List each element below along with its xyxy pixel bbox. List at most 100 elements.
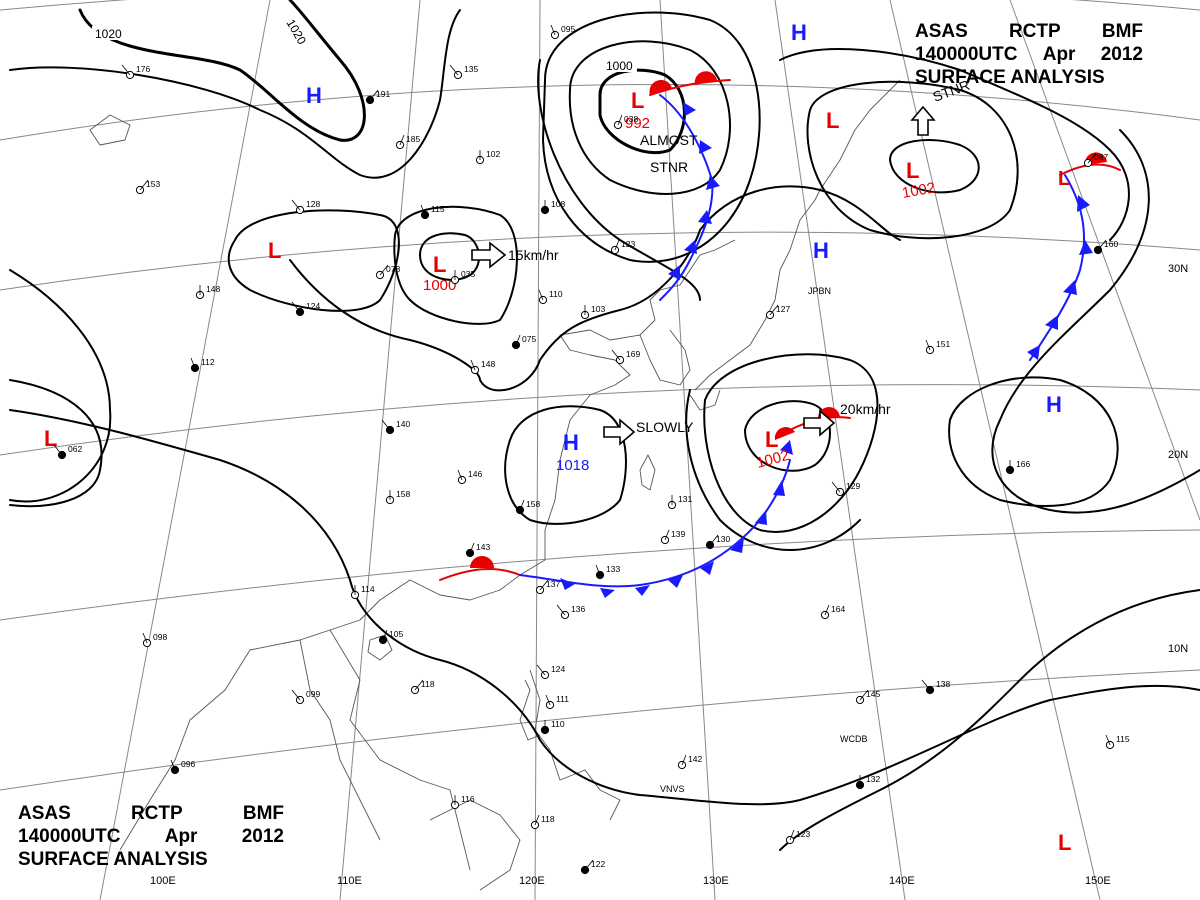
station-pressure: 128 xyxy=(306,199,320,209)
low-pressure-value: 1000 xyxy=(423,277,456,294)
speed-label: SLOWLY xyxy=(636,419,694,435)
station-pressure: 118 xyxy=(541,814,555,824)
station-pressure: 140 xyxy=(396,419,410,429)
station-pressure: 185 xyxy=(406,134,420,144)
isobar-low-1002-ne-2 xyxy=(806,80,1019,240)
motion-arrow xyxy=(910,105,936,136)
wind-barb xyxy=(617,114,623,126)
wind-barb xyxy=(369,89,379,101)
station-pressure: 148 xyxy=(206,284,220,294)
station-pressure: 139 xyxy=(671,529,685,539)
latitude-line xyxy=(0,669,1200,791)
header-month: Apr xyxy=(164,826,198,847)
wind-barb xyxy=(139,179,149,191)
high-center: H xyxy=(791,20,807,45)
wind-barb xyxy=(53,444,63,456)
cold-front-barb xyxy=(1077,195,1090,212)
isobar-label: 1020 xyxy=(95,27,122,41)
wind-barb xyxy=(534,814,540,826)
latitude-label: 20N xyxy=(1168,449,1188,461)
wind-barb xyxy=(538,289,544,301)
station-pressure: 176 xyxy=(136,64,150,74)
wind-barb xyxy=(859,689,869,701)
station-pressure: 132 xyxy=(866,774,880,784)
low-center: L xyxy=(1058,168,1070,190)
wind-barb xyxy=(382,629,388,641)
tibet-lake xyxy=(89,114,131,146)
station-pressure: 158 xyxy=(526,499,540,509)
station-pressure: 095 xyxy=(561,24,575,34)
wind-barb xyxy=(1087,152,1097,164)
station-pressure: 103 xyxy=(591,304,605,314)
cold-front-barb xyxy=(668,575,683,588)
isobar-labels: 1020 1020 1000 xyxy=(92,12,637,73)
station-pressure: 123 xyxy=(796,829,810,839)
header-year: 2012 xyxy=(1100,44,1143,65)
isobars xyxy=(9,0,1200,851)
low-center: L xyxy=(44,426,57,451)
header-time: 140000UTC xyxy=(915,44,1018,65)
isobar-japan-low-outer xyxy=(703,353,879,533)
wind-barb xyxy=(1097,239,1107,251)
isobar-ne-outer xyxy=(779,48,1130,241)
speed-label: 15km/hr xyxy=(508,247,559,263)
isobar-east-band xyxy=(991,129,1200,514)
longitude-line xyxy=(1009,0,1200,521)
low-center: L xyxy=(1058,830,1071,855)
header-title: SURFACE ANALYSIS xyxy=(915,67,1105,88)
wind-barb xyxy=(170,759,176,771)
longitude-label: 150E xyxy=(1085,875,1111,887)
wind-barb xyxy=(664,529,670,541)
station-pressure: 075 xyxy=(522,334,536,344)
isobar-central-band xyxy=(9,409,1200,806)
longitude-line xyxy=(534,0,541,900)
station-pressure: 111 xyxy=(556,694,569,704)
station-pressure: 137 xyxy=(546,579,560,589)
isobar-high-1018 xyxy=(504,405,627,525)
low-pressure-value: 1002 xyxy=(755,447,792,472)
cold-front-barb xyxy=(1045,315,1058,330)
japan-coastline xyxy=(694,189,821,391)
grid-labels: 100E 110E 120E 130E 140E 150E 30N 20N 10… xyxy=(150,263,1188,887)
high-center: H xyxy=(563,430,579,455)
station-pressure: 124 xyxy=(551,664,565,674)
motion-arrow xyxy=(603,418,636,446)
isobar-1020-nw xyxy=(78,0,366,142)
header-code: ASAS xyxy=(18,803,71,824)
cold-front-barb xyxy=(755,510,767,525)
header-year: 2012 xyxy=(241,826,284,847)
latitude-label: 10N xyxy=(1168,643,1188,655)
wind-barb xyxy=(420,204,426,216)
warm-front-scallop xyxy=(694,71,717,85)
wind-barb xyxy=(190,357,196,369)
cold-front-barb xyxy=(706,175,720,190)
longitude-label: 130E xyxy=(703,875,729,887)
station-pressure: 129 xyxy=(846,481,860,491)
station-pressure: 115 xyxy=(1116,734,1130,744)
station-pressure: 114 xyxy=(361,584,375,594)
station-pressure: 118 xyxy=(421,679,435,689)
wind-barb xyxy=(831,481,841,493)
cold-front-barb xyxy=(683,102,696,116)
station-pressure: 062 xyxy=(68,444,82,454)
motion-arrows xyxy=(471,105,936,446)
occluded-front-line xyxy=(659,94,714,301)
wind-barb xyxy=(399,134,405,146)
station-pressure: 169 xyxy=(626,349,640,359)
station-pressure: 148 xyxy=(481,359,495,369)
cold-front-barb xyxy=(1027,345,1040,360)
wind-barb xyxy=(556,604,566,616)
low-center: L xyxy=(268,238,281,263)
wind-barb xyxy=(457,469,463,481)
station-pressure: 112 xyxy=(201,357,215,367)
pressure-systems: L 1000 L 992 L 1002 L 1002 H 1018 L L L … xyxy=(44,20,1071,855)
wind-barb xyxy=(291,689,301,701)
cold-front-barb xyxy=(600,588,615,598)
station-pressure: 087 xyxy=(1094,152,1108,162)
wind-barb xyxy=(469,542,475,554)
fronts xyxy=(439,71,1121,598)
cold-front-barb xyxy=(684,240,697,254)
indochina-coastline xyxy=(329,629,471,871)
station-pressure: 124 xyxy=(306,301,320,311)
warm-front-line xyxy=(439,567,521,581)
